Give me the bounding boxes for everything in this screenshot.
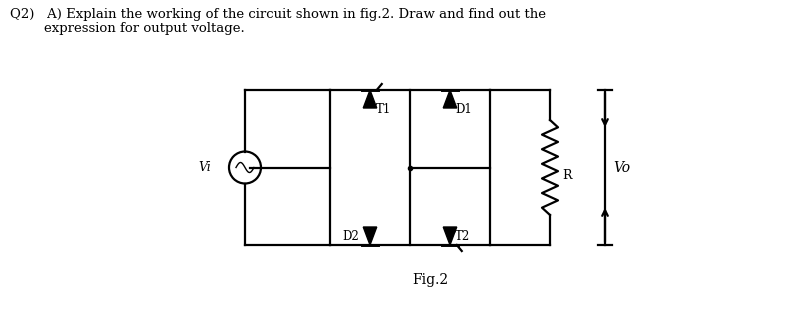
- Text: T2: T2: [455, 230, 470, 243]
- Polygon shape: [443, 227, 457, 245]
- Text: D2: D2: [342, 230, 358, 243]
- Text: Vo: Vo: [613, 160, 630, 175]
- Polygon shape: [363, 90, 377, 108]
- Text: Fig.2: Fig.2: [412, 273, 448, 287]
- Polygon shape: [443, 90, 457, 108]
- Text: D1: D1: [455, 103, 472, 116]
- Text: Vi: Vi: [198, 161, 211, 174]
- Text: T1: T1: [376, 103, 391, 116]
- Text: Q2)   A) Explain the working of the circuit shown in fig.2. Draw and find out th: Q2) A) Explain the working of the circui…: [10, 8, 546, 21]
- Text: R: R: [562, 169, 571, 182]
- Text: expression for output voltage.: expression for output voltage.: [10, 22, 245, 35]
- Polygon shape: [363, 227, 377, 245]
